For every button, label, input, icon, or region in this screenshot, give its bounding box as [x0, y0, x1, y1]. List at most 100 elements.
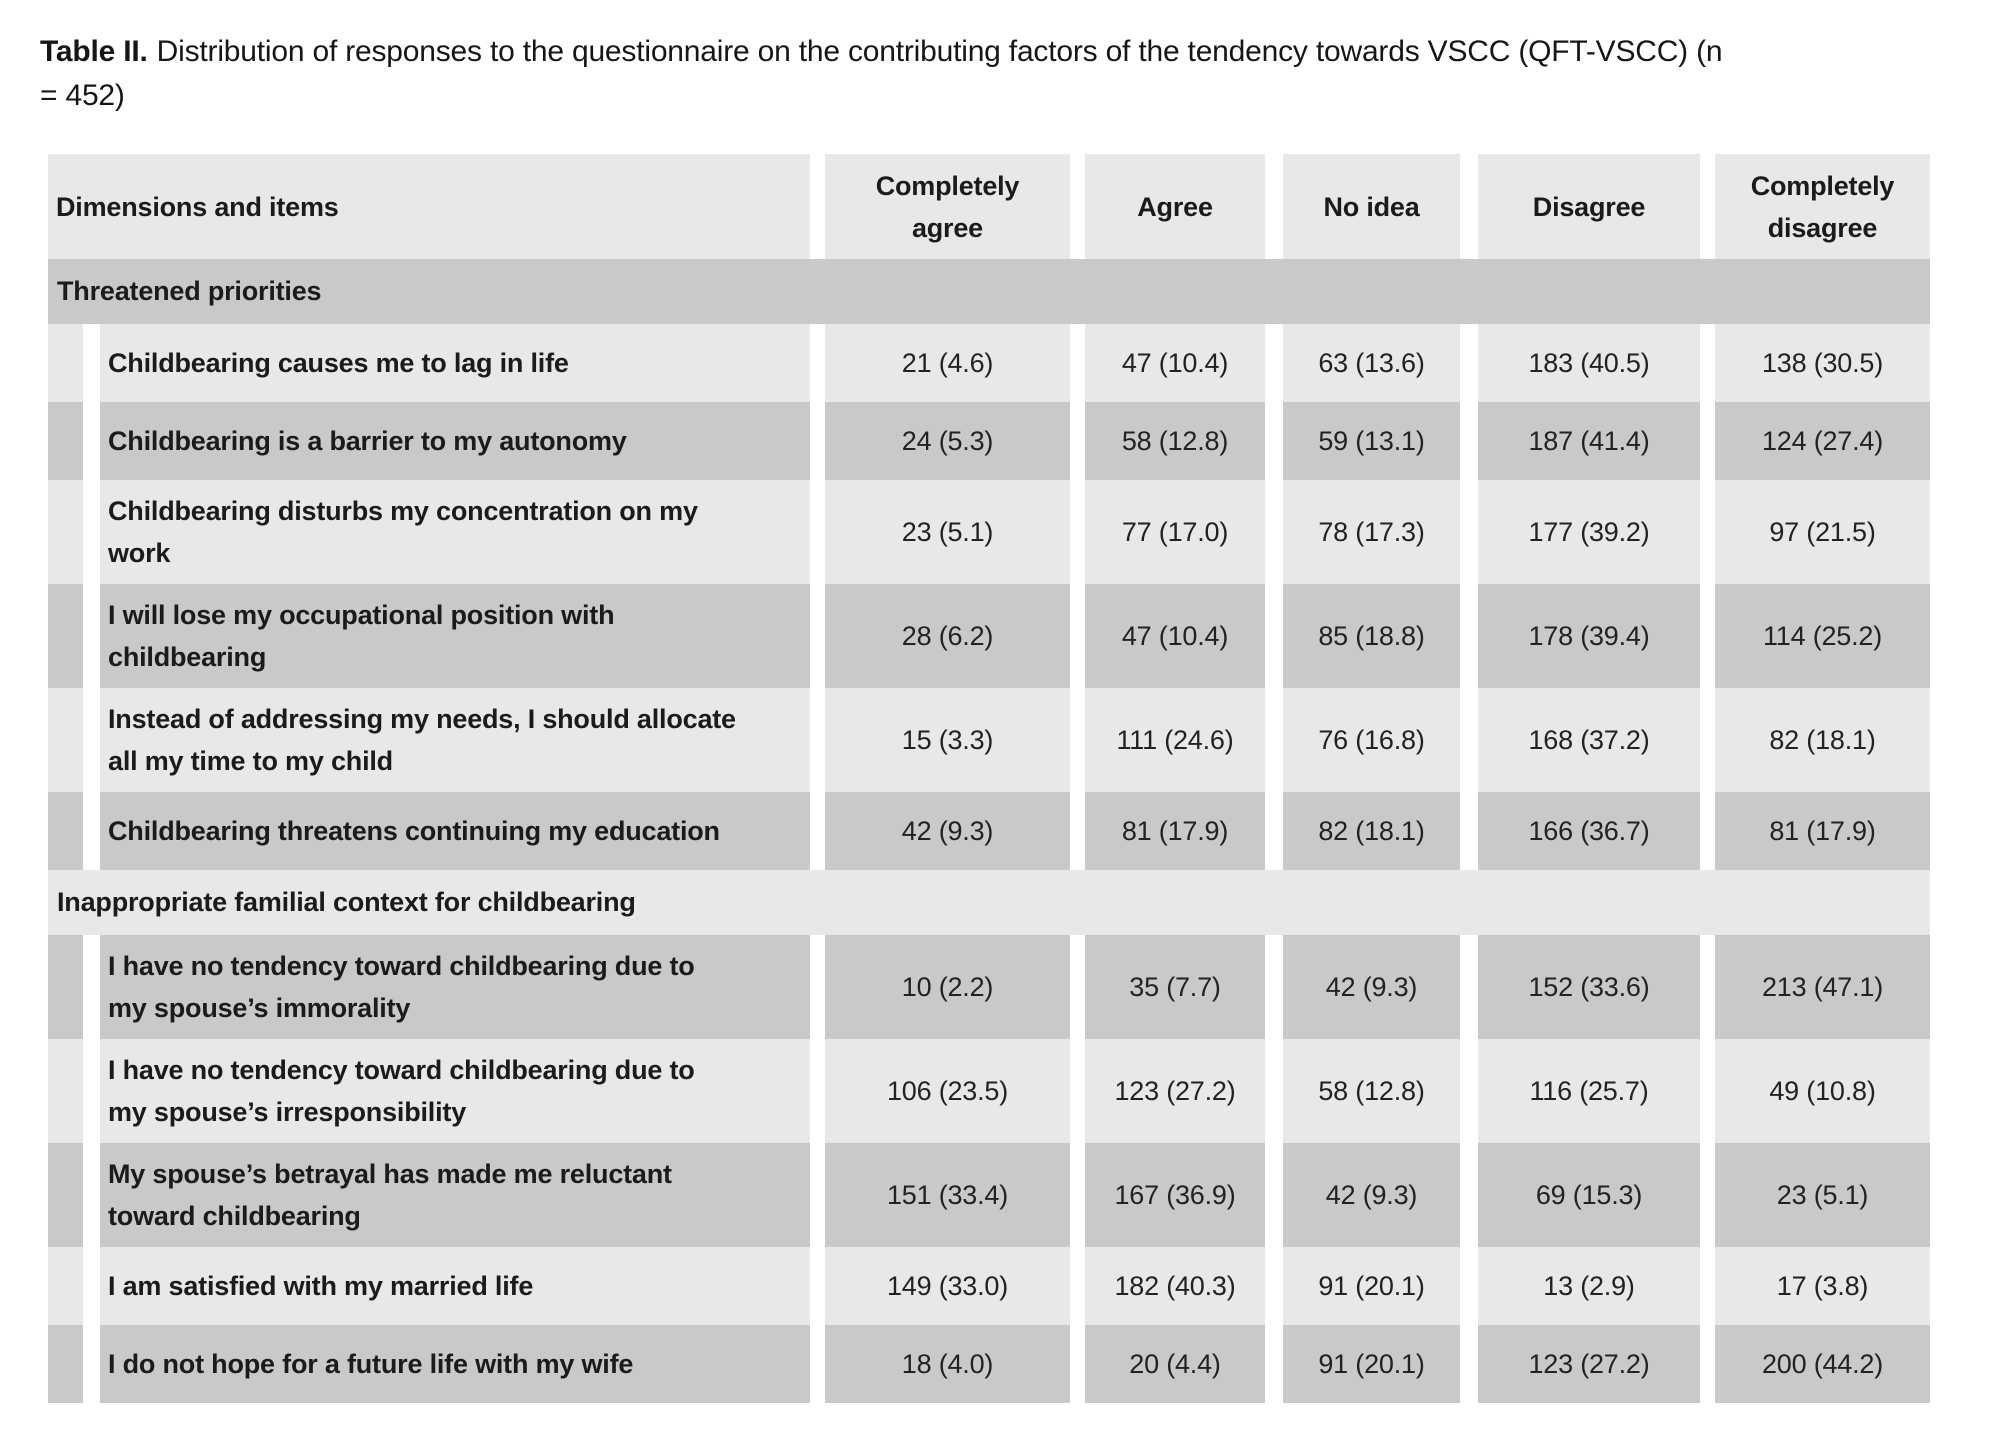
column-gap: [83, 792, 100, 870]
row-indent-cell: [48, 1143, 83, 1247]
value-cell: 77 (17.0): [1085, 480, 1265, 584]
column-gap: [810, 480, 825, 584]
item-label: Childbearing threatens continuing my edu…: [100, 792, 810, 870]
table-number: Table II.: [40, 35, 148, 68]
column-gap: [1070, 1247, 1085, 1325]
row-indent-cell: [48, 324, 83, 402]
table-caption-line1: Table II. Distribution of responses to th…: [40, 30, 1960, 74]
responses-table: Dimensions and items Completely agree Ag…: [48, 154, 1930, 1403]
column-gap: [83, 584, 100, 688]
column-gap: [83, 1247, 100, 1325]
value-cell: 42 (9.3): [825, 792, 1070, 870]
value-cell: 21 (4.6): [825, 324, 1070, 402]
row-indent-cell: [48, 935, 83, 1039]
column-gap: [1265, 324, 1283, 402]
value-cell: 63 (13.6): [1283, 324, 1460, 402]
row-indent-cell: [48, 584, 83, 688]
column-header-completely-agree: Completely agree: [825, 154, 1070, 259]
value-cell: 124 (27.4): [1715, 402, 1930, 480]
column-gap: [1265, 792, 1283, 870]
value-cell: 23 (5.1): [1715, 1143, 1930, 1247]
value-cell: 13 (2.9): [1478, 1247, 1700, 1325]
item-row: I will lose my occupational position wit…: [48, 584, 1930, 688]
column-gap: [1265, 935, 1283, 1039]
table-caption-text: Distribution of responses to the questio…: [156, 35, 1723, 68]
column-gap: [1070, 480, 1085, 584]
value-cell: 111 (24.6): [1085, 688, 1265, 792]
item-label: Instead of addressing my needs, I should…: [100, 688, 810, 792]
item-label: Childbearing causes me to lag in life: [100, 324, 810, 402]
column-header-no-idea: No idea: [1283, 154, 1460, 259]
column-gap: [810, 1325, 825, 1403]
column-gap: [1070, 1143, 1085, 1247]
value-cell: 47 (10.4): [1085, 584, 1265, 688]
row-indent-cell: [48, 688, 83, 792]
value-cell: 116 (25.7): [1478, 1039, 1700, 1143]
value-cell: 24 (5.3): [825, 402, 1070, 480]
row-indent-cell: [48, 1325, 83, 1403]
column-gap: [1460, 402, 1478, 480]
row-indent-cell: [48, 1247, 83, 1325]
column-gap: [1460, 1143, 1478, 1247]
section-row: Inappropriate familial context for child…: [48, 870, 1930, 935]
item-row: I have no tendency toward childbearing d…: [48, 935, 1930, 1039]
column-gap: [1265, 1039, 1283, 1143]
column-gap: [1265, 1247, 1283, 1325]
item-row: Instead of addressing my needs, I should…: [48, 688, 1930, 792]
value-cell: 114 (25.2): [1715, 584, 1930, 688]
column-gap: [1460, 584, 1478, 688]
value-cell: 200 (44.2): [1715, 1325, 1930, 1403]
value-cell: 167 (36.9): [1085, 1143, 1265, 1247]
column-gap: [1700, 935, 1715, 1039]
value-cell: 82 (18.1): [1283, 792, 1460, 870]
value-cell: 69 (15.3): [1478, 1143, 1700, 1247]
value-cell: 85 (18.8): [1283, 584, 1460, 688]
column-gap: [1700, 1143, 1715, 1247]
value-cell: 15 (3.3): [825, 688, 1070, 792]
column-gap: [1070, 935, 1085, 1039]
item-row: I have no tendency toward childbearing d…: [48, 1039, 1930, 1143]
column-gap: [1265, 1143, 1283, 1247]
column-header-disagree: Disagree: [1478, 154, 1700, 259]
column-gap: [1700, 688, 1715, 792]
column-gap: [1700, 792, 1715, 870]
value-cell: 138 (30.5): [1715, 324, 1930, 402]
value-cell: 91 (20.1): [1283, 1325, 1460, 1403]
column-gap: [1460, 154, 1478, 259]
item-row: My spouse’s betrayal has made me relucta…: [48, 1143, 1930, 1247]
row-indent-cell: [48, 792, 83, 870]
column-gap: [1700, 154, 1715, 259]
column-gap: [810, 792, 825, 870]
value-cell: 81 (17.9): [1715, 792, 1930, 870]
table-caption-line2: = 452): [40, 79, 125, 112]
value-cell: 151 (33.4): [825, 1143, 1070, 1247]
column-gap: [1265, 402, 1283, 480]
value-cell: 168 (37.2): [1478, 688, 1700, 792]
item-label: I do not hope for a future life with my …: [100, 1325, 810, 1403]
value-cell: 17 (3.8): [1715, 1247, 1930, 1325]
column-gap: [1700, 1039, 1715, 1143]
column-gap: [810, 1247, 825, 1325]
table-caption: Table II. Distribution of responses to th…: [40, 30, 1960, 118]
value-cell: 76 (16.8): [1283, 688, 1460, 792]
column-gap: [1460, 480, 1478, 584]
column-gap: [1070, 792, 1085, 870]
value-cell: 183 (40.5): [1478, 324, 1700, 402]
value-cell: 59 (13.1): [1283, 402, 1460, 480]
column-gap: [810, 1039, 825, 1143]
value-cell: 106 (23.5): [825, 1039, 1070, 1143]
value-cell: 177 (39.2): [1478, 480, 1700, 584]
column-gap: [1265, 688, 1283, 792]
column-gap: [83, 1325, 100, 1403]
value-cell: 182 (40.3): [1085, 1247, 1265, 1325]
item-label: I am satisfied with my married life: [100, 1247, 810, 1325]
value-cell: 81 (17.9): [1085, 792, 1265, 870]
row-indent-cell: [48, 480, 83, 584]
column-gap: [1265, 1325, 1283, 1403]
value-cell: 178 (39.4): [1478, 584, 1700, 688]
column-gap: [810, 688, 825, 792]
value-cell: 97 (21.5): [1715, 480, 1930, 584]
column-gap: [1460, 1325, 1478, 1403]
column-gap: [1460, 324, 1478, 402]
row-indent-cell: [48, 402, 83, 480]
